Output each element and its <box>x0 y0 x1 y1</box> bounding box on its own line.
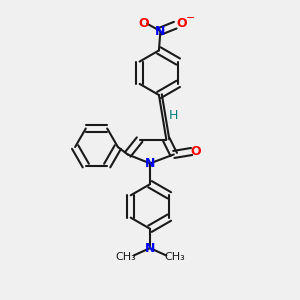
Text: N: N <box>145 158 155 170</box>
Text: N: N <box>145 242 155 255</box>
Text: H: H <box>168 109 178 122</box>
Text: −: − <box>185 13 195 23</box>
Text: O: O <box>177 17 188 30</box>
Text: N: N <box>155 25 166 38</box>
Text: O: O <box>139 17 149 30</box>
Text: CH₃: CH₃ <box>164 252 185 262</box>
Text: CH₃: CH₃ <box>115 252 136 262</box>
Text: O: O <box>191 145 201 158</box>
